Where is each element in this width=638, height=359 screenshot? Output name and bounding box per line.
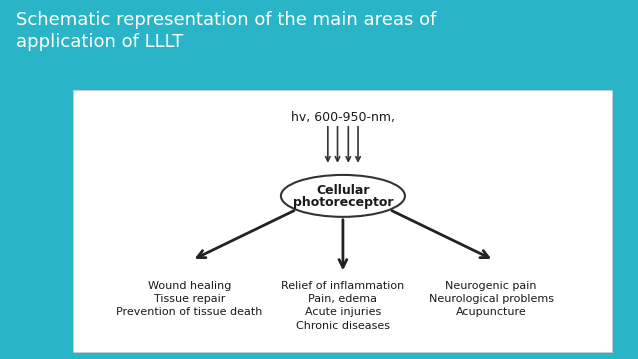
- Text: Relief of inflammation
Pain, edema
Acute injuries
Chronic diseases: Relief of inflammation Pain, edema Acute…: [281, 281, 404, 331]
- Text: photoreceptor: photoreceptor: [293, 196, 393, 209]
- Text: Wound healing
Tissue repair
Prevention of tissue death: Wound healing Tissue repair Prevention o…: [116, 281, 262, 317]
- Text: hv, 600-950-nm,: hv, 600-950-nm,: [291, 111, 395, 124]
- Text: Cellular: Cellular: [316, 184, 369, 197]
- Text: Neurogenic pain
Neurological problems
Acupuncture: Neurogenic pain Neurological problems Ac…: [429, 281, 554, 317]
- FancyBboxPatch shape: [73, 90, 612, 352]
- Ellipse shape: [281, 175, 405, 217]
- Text: Schematic representation of the main areas of
application of LLLT: Schematic representation of the main are…: [16, 11, 436, 51]
